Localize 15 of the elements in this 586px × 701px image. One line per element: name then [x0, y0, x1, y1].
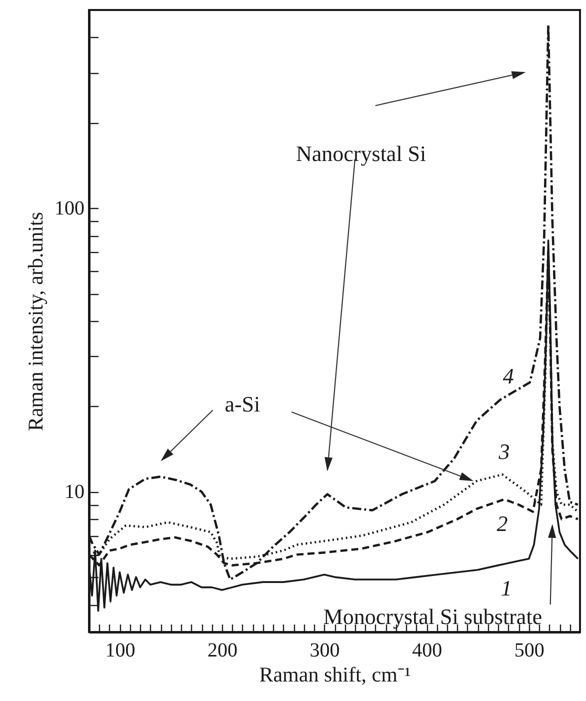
x-axis-title: Raman shift, cm⁻¹ — [259, 662, 411, 686]
y-axis-title: Raman intensity, arb.units — [24, 212, 48, 432]
series-label: 4 — [502, 363, 514, 388]
series-label: 3 — [498, 439, 510, 464]
x-tick-label: 200 — [207, 640, 238, 662]
legend-label: 2 — [496, 510, 508, 536]
x-tick-label: 400 — [412, 640, 442, 662]
x-tick-label: 500 — [514, 640, 544, 662]
x-tick-label: 300 — [310, 640, 340, 662]
annotation: Nanocrystal Si — [296, 141, 426, 166]
x-tick-label: 100 — [105, 640, 136, 662]
series-label: 1 — [500, 576, 512, 601]
annotation: Monocrystal Si substrate — [323, 604, 542, 629]
annotation: a-Si — [224, 392, 260, 417]
y-tick-label: 10 — [64, 481, 84, 504]
